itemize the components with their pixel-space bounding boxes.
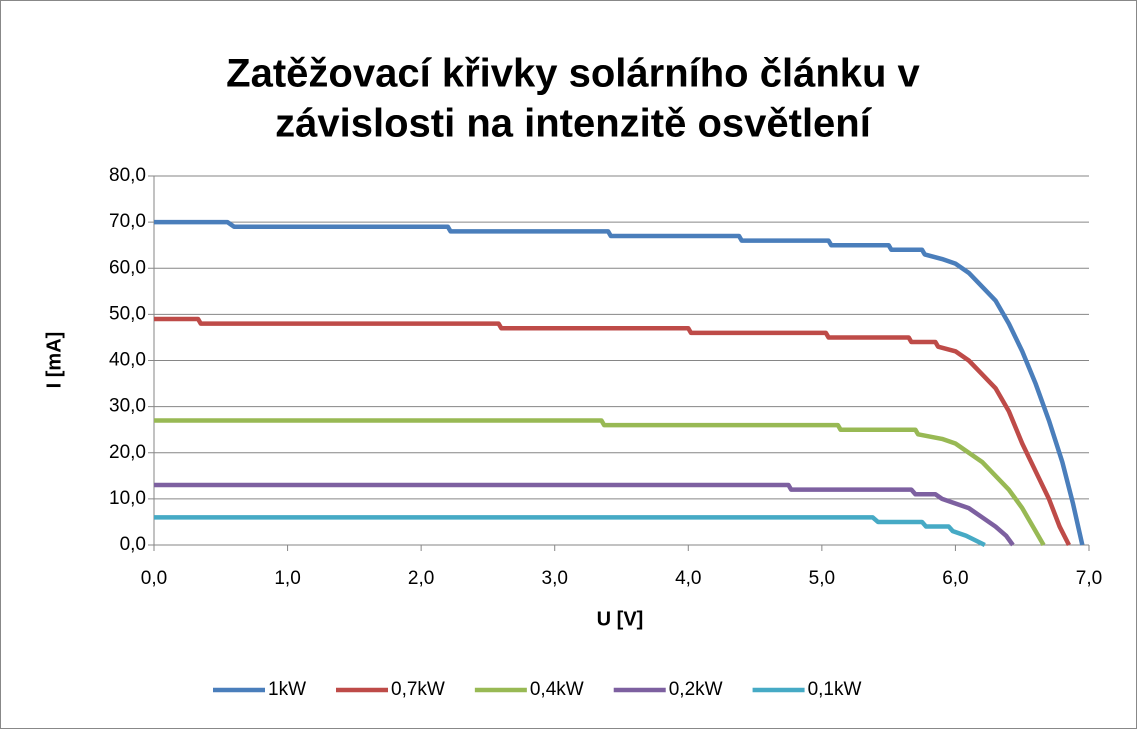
x-tick-label: 6,0 (942, 568, 968, 589)
legend-label: 1kW (268, 679, 306, 700)
legend-label: 0,1kW (808, 679, 862, 700)
y-tick-label: 60,0 (109, 257, 146, 278)
series-line (154, 482, 1015, 547)
chart-title: závislosti na intenzitě osvětlení (275, 102, 873, 146)
legend-label: 0,7kW (391, 679, 445, 700)
x-tick-label: 0,0 (141, 568, 167, 589)
series-line (154, 316, 1071, 547)
legend-label: 0,2kW (669, 679, 723, 700)
x-tick-label: 1,0 (274, 568, 300, 589)
legend-label: 0,4kW (530, 679, 584, 700)
y-tick-label: 0,0 (120, 534, 146, 555)
y-tick-label: 30,0 (109, 396, 146, 417)
x-tick-label: 2,0 (408, 568, 434, 589)
y-axis-label: I [mA] (43, 332, 65, 389)
x-tick-label: 4,0 (675, 568, 701, 589)
y-tick-label: 50,0 (109, 303, 146, 324)
x-tick-label: 5,0 (809, 568, 835, 589)
x-axis-label: U [V] (597, 608, 644, 630)
series-line (154, 219, 1085, 546)
series-line (154, 515, 986, 548)
y-tick-label: 80,0 (109, 165, 146, 186)
y-tick-label: 10,0 (109, 488, 146, 509)
x-tick-label: 7,0 (1076, 568, 1102, 589)
y-tick-label: 40,0 (109, 350, 146, 371)
chart-title: Zatěžovací křivky solárního článku v (226, 52, 920, 96)
series-line (154, 418, 1046, 547)
x-tick-label: 3,0 (542, 568, 568, 589)
y-tick-label: 20,0 (109, 442, 146, 463)
y-tick-label: 70,0 (109, 211, 146, 232)
